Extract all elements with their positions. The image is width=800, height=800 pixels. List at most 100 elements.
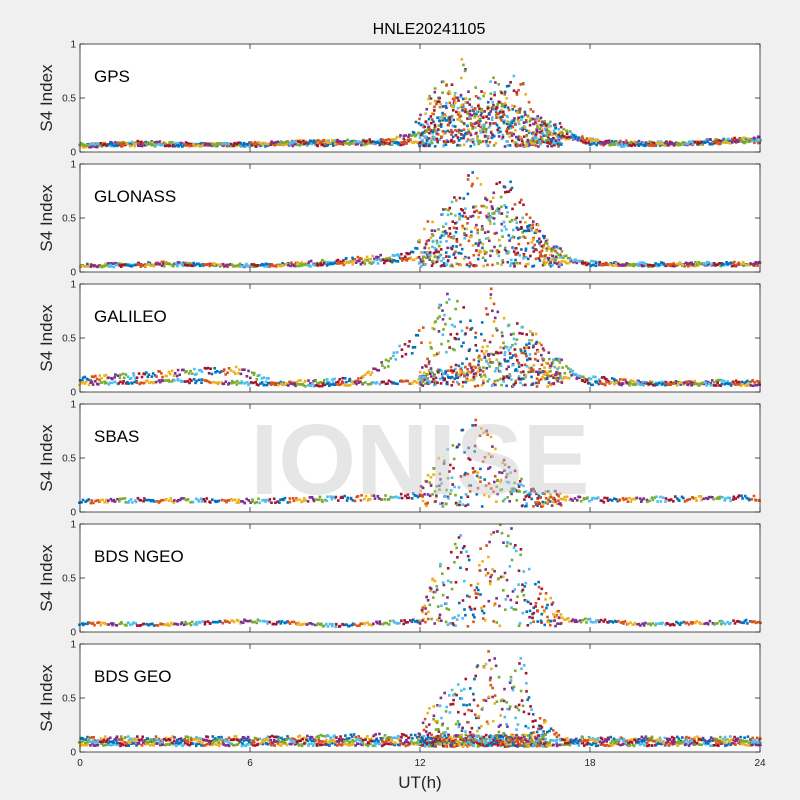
data-point: [566, 261, 570, 265]
data-point: [492, 382, 496, 386]
data-point: [540, 377, 543, 381]
data-point: [144, 498, 148, 502]
data-point: [334, 139, 337, 142]
data-point: [505, 128, 509, 131]
data-point: [435, 485, 438, 488]
data-point: [435, 260, 439, 263]
data-point: [747, 137, 751, 140]
data-point: [379, 138, 383, 141]
data-point: [211, 262, 215, 265]
data-point: [273, 383, 277, 387]
data-point: [126, 380, 129, 384]
data-point: [162, 141, 166, 144]
data-point: [677, 262, 681, 266]
data-point: [224, 373, 227, 376]
data-point: [455, 245, 458, 248]
data-point: [170, 500, 174, 503]
data-point: [255, 145, 258, 148]
data-point: [742, 264, 745, 267]
data-point: [452, 103, 456, 107]
data-point: [470, 105, 474, 109]
data-point: [727, 382, 730, 386]
data-point: [618, 383, 622, 386]
data-point: [401, 380, 405, 383]
data-point: [341, 496, 344, 499]
data-point: [87, 498, 91, 501]
data-point: [113, 144, 116, 148]
data-point: [534, 501, 537, 504]
data-point: [654, 382, 657, 386]
data-point: [522, 203, 525, 207]
data-point: [286, 261, 290, 265]
data-point: [528, 492, 532, 496]
data-point: [572, 137, 575, 140]
data-point: [119, 497, 122, 501]
data-point: [459, 114, 463, 118]
data-point: [433, 130, 436, 133]
data-point: [375, 381, 379, 384]
data-point: [331, 495, 335, 499]
data-point: [304, 499, 308, 502]
data-point: [350, 623, 354, 627]
data-point: [637, 382, 641, 386]
data-point: [522, 351, 525, 355]
data-point: [302, 141, 306, 144]
data-point: [758, 380, 761, 384]
data-point: [530, 497, 533, 501]
data-point: [105, 498, 108, 502]
data-point: [378, 622, 382, 626]
data-point: [139, 265, 143, 268]
data-point: [299, 139, 302, 142]
data-point: [541, 375, 544, 379]
data-point: [436, 140, 439, 143]
data-point: [487, 482, 491, 485]
data-point: [674, 495, 677, 498]
data-point: [528, 339, 531, 342]
data-point: [483, 455, 487, 459]
data-point: [240, 145, 243, 148]
data-point: [252, 265, 256, 268]
data-point: [564, 498, 567, 502]
data-point: [453, 91, 457, 95]
data-point: [584, 141, 588, 145]
data-point: [652, 383, 655, 387]
data-point: [518, 254, 521, 257]
data-point: [430, 141, 434, 145]
data-point: [285, 382, 289, 385]
data-point: [200, 378, 204, 381]
data-point: [304, 140, 308, 143]
data-point: [177, 145, 180, 148]
data-point: [410, 352, 414, 355]
data-point: [185, 622, 188, 626]
data-point: [280, 620, 284, 623]
data-point: [544, 134, 548, 137]
data-point: [629, 379, 633, 382]
data-point: [581, 261, 584, 264]
data-point: [334, 495, 338, 499]
data-point: [287, 264, 290, 267]
data-point: [617, 380, 621, 384]
data-point: [574, 258, 577, 262]
data-point: [118, 376, 122, 380]
data-point: [755, 138, 759, 141]
data-point: [485, 141, 488, 145]
data-point: [326, 495, 329, 498]
data-point: [512, 228, 515, 232]
data-point: [132, 621, 135, 624]
data-point: [227, 367, 231, 370]
data-point: [493, 232, 496, 235]
data-point: [441, 91, 444, 94]
data-point: [637, 144, 641, 147]
data-point: [536, 125, 539, 129]
data-point: [406, 138, 410, 142]
data-point: [105, 381, 108, 385]
data-point: [209, 501, 212, 504]
data-point: [473, 450, 476, 453]
data-point: [549, 253, 552, 257]
data-point: [408, 133, 411, 137]
data-point: [236, 619, 240, 623]
data-point: [698, 139, 702, 143]
data-point: [610, 499, 614, 502]
y-tick-label: 0.5: [62, 334, 76, 345]
